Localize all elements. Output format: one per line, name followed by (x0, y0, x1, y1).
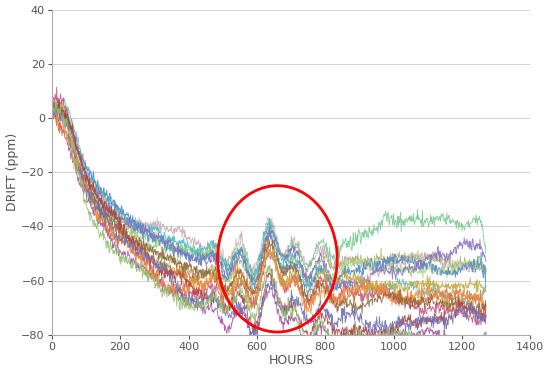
X-axis label: HOURS: HOURS (268, 354, 313, 367)
Y-axis label: DRIFT (ppm): DRIFT (ppm) (6, 133, 19, 211)
